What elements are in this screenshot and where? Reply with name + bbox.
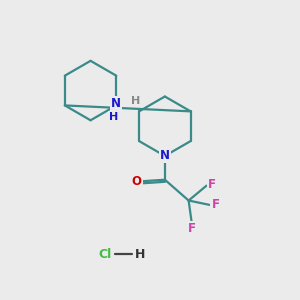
Text: H: H [109, 112, 119, 122]
Text: H: H [130, 96, 140, 106]
Text: Cl: Cl [99, 248, 112, 260]
Text: O: O [132, 175, 142, 188]
Text: H: H [134, 248, 145, 260]
Text: F: F [188, 222, 196, 235]
Text: F: F [208, 178, 216, 191]
Text: F: F [212, 199, 219, 212]
Text: N: N [111, 98, 121, 110]
Text: N: N [160, 149, 170, 162]
